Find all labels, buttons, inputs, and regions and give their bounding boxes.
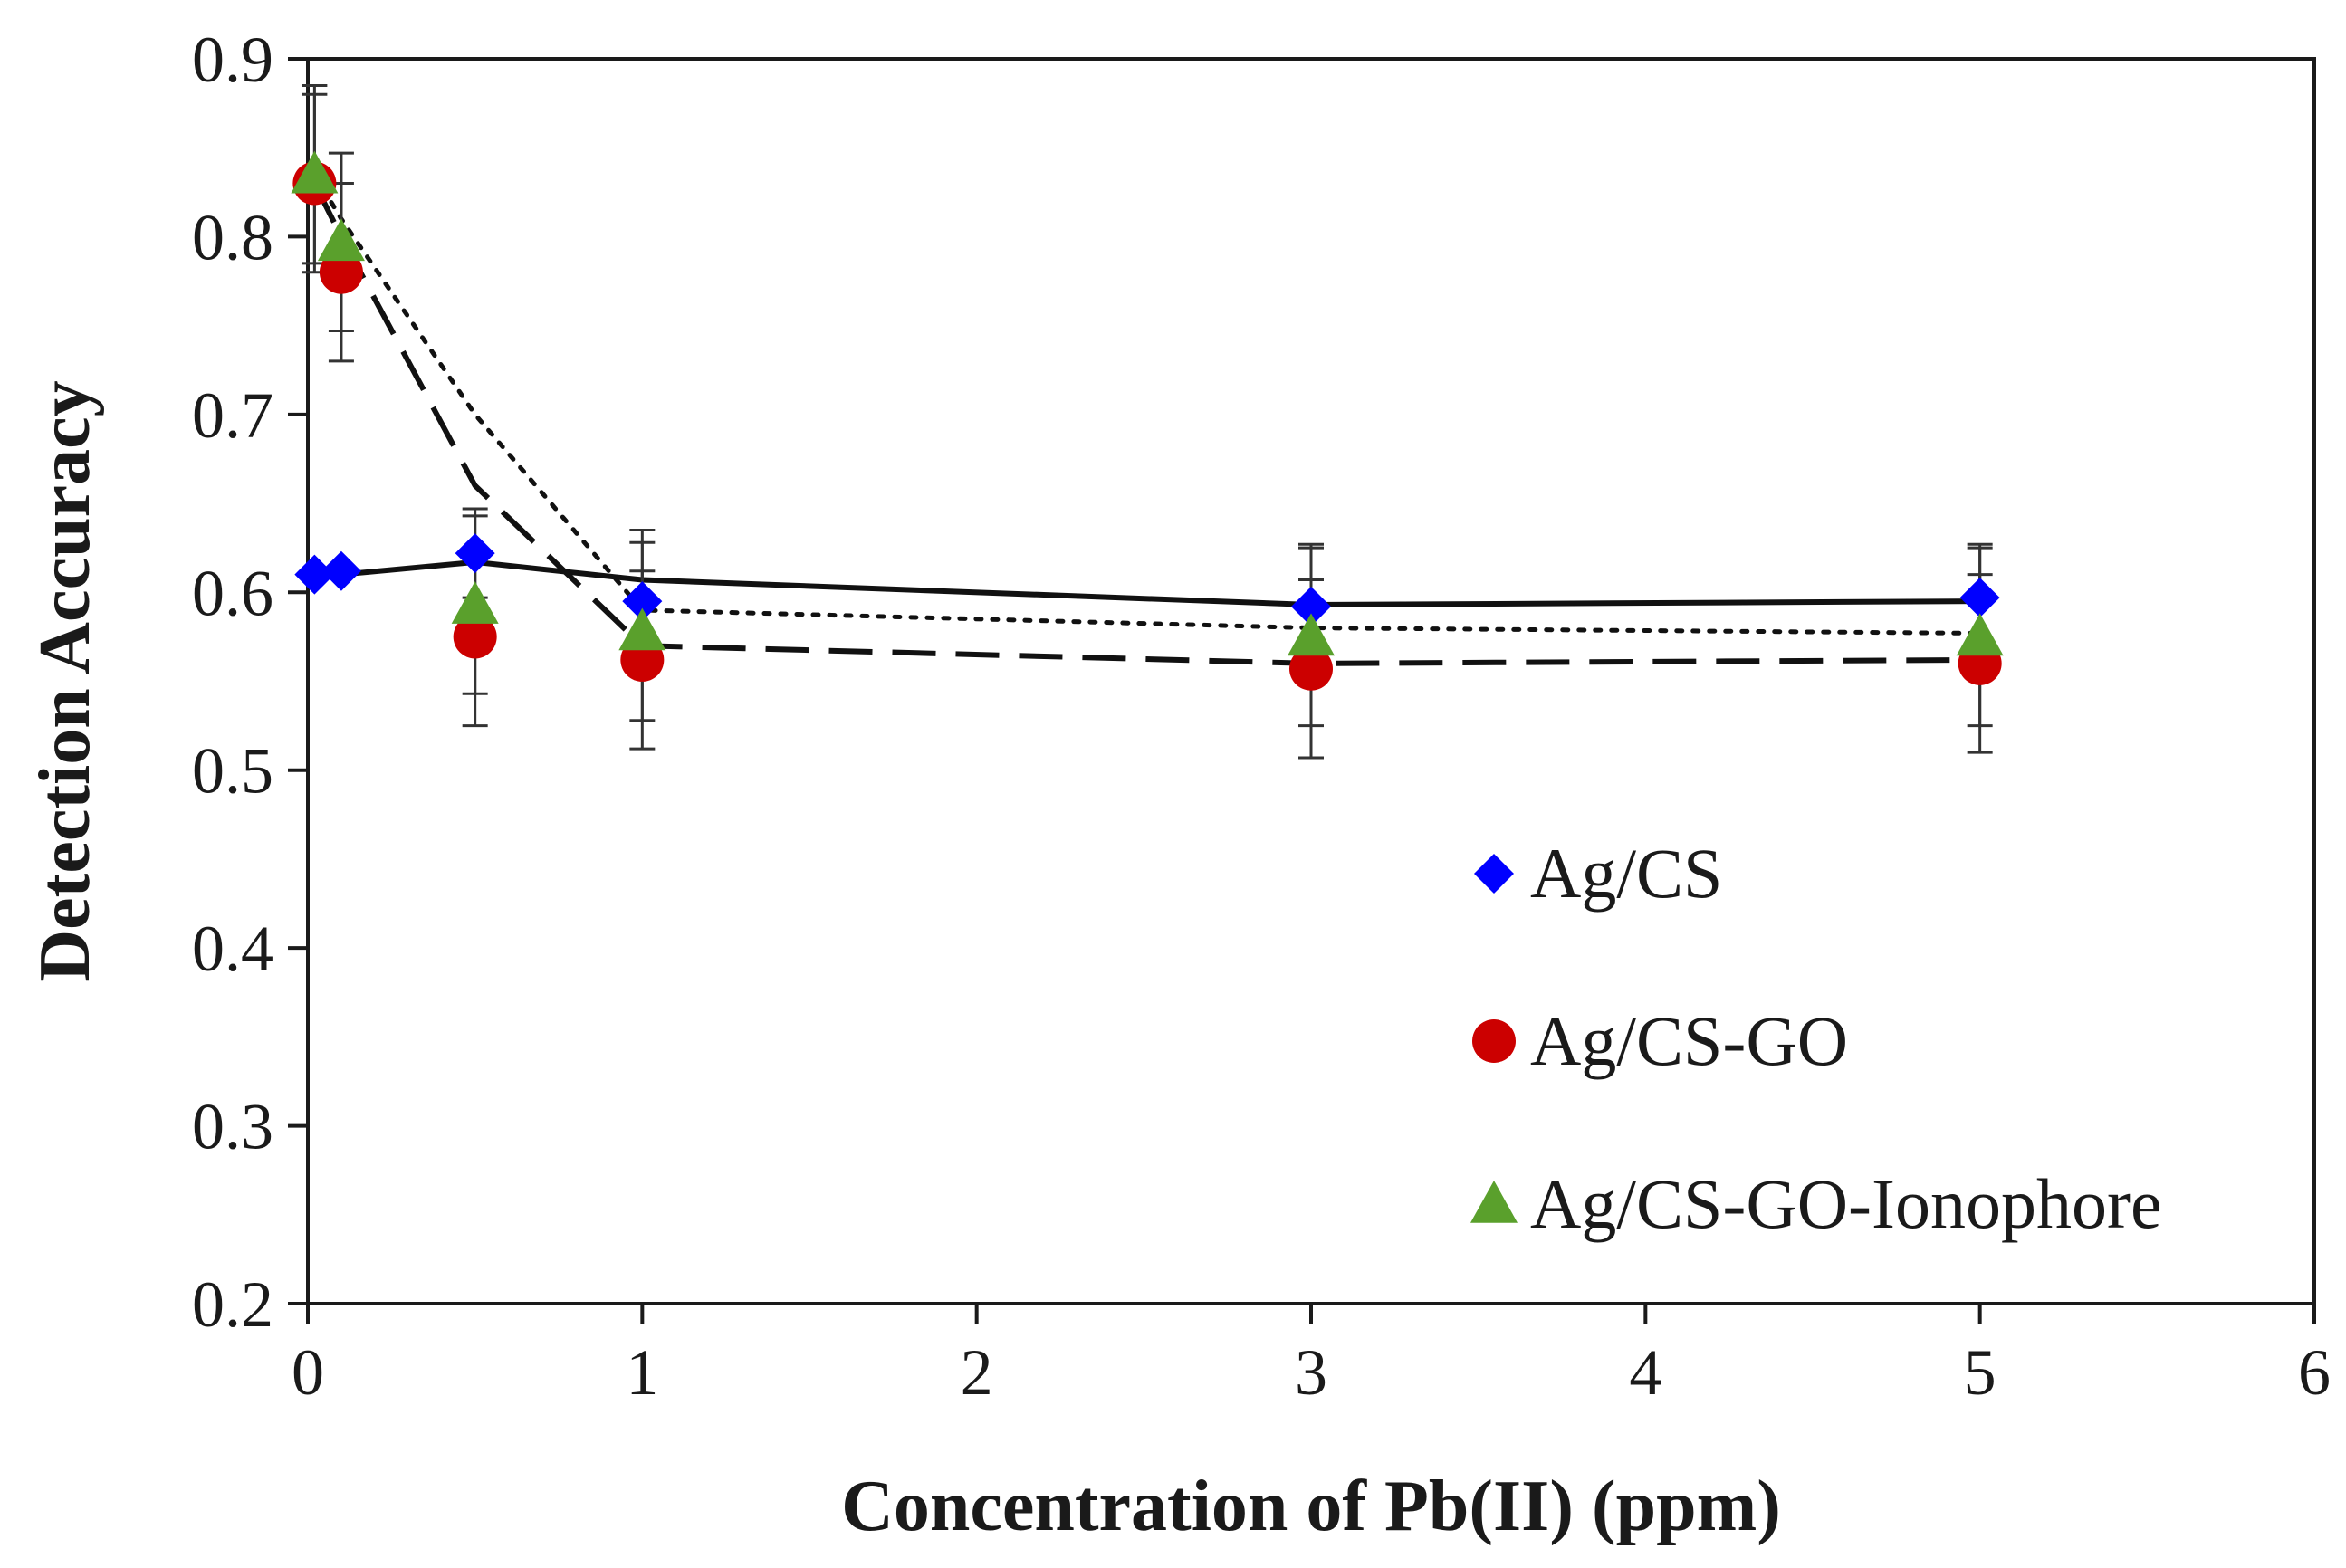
x-tick-label: 5	[1964, 1336, 1996, 1409]
data-point-diamond	[1291, 587, 1331, 626]
y-tick-label: 0.7	[192, 379, 273, 452]
y-tick-label: 0.9	[192, 24, 273, 96]
data-point-triangle	[317, 218, 365, 262]
x-tick-label: 2	[961, 1336, 993, 1409]
y-tick-label: 0.6	[192, 557, 273, 629]
data-point-circle	[319, 250, 363, 294]
data-point-triangle	[1956, 613, 2004, 656]
x-tick-label: 4	[1629, 1336, 1661, 1409]
x-axis-title: Concentration of Pb(II) (ppm)	[841, 1467, 1781, 1546]
y-tick-label: 0.3	[192, 1091, 273, 1163]
data-point-circle	[1289, 646, 1333, 691]
trendline-ag-cs-go-ionophore	[311, 172, 1983, 636]
x-axis-ticks: 0 1 2 3 4 5 6	[292, 1304, 2331, 1409]
legend-marker-diamond	[1474, 854, 1514, 894]
legend-label: Ag/CS-GO-Ionophore	[1530, 1164, 2162, 1243]
y-tick-label: 0.4	[192, 913, 273, 985]
x-tick-label: 6	[2298, 1336, 2331, 1409]
data-point-circle	[453, 615, 497, 659]
x-tick-label: 3	[1295, 1336, 1327, 1409]
data-point-diamond	[321, 550, 361, 591]
data-point-diamond	[455, 533, 495, 574]
legend-label: Ag/CS-GO	[1530, 1001, 1848, 1080]
data-point-triangle	[451, 581, 499, 624]
y-axis-ticks: 0.2 0.3 0.4 0.5 0.6 0.7 0.8 0.9	[192, 24, 308, 1341]
y-tick-label: 0.2	[192, 1268, 273, 1341]
y-tick-label: 0.8	[192, 201, 273, 273]
legend-marker-triangle	[1470, 1181, 1518, 1223]
y-tick-label: 0.5	[192, 735, 273, 808]
y-axis-title: Detection Accuracy	[25, 380, 105, 981]
data-point-triangle	[618, 607, 666, 651]
legend: Ag/CS Ag/CS-GO Ag/CS-GO-Ionophore	[1470, 834, 2162, 1243]
data-point-triangle	[291, 150, 339, 194]
legend-label: Ag/CS	[1530, 834, 1722, 913]
data-point-triangle	[1288, 613, 1335, 656]
trendline-ag-cs-go	[311, 182, 1980, 666]
data-point-diamond	[622, 581, 663, 622]
data-point-diamond	[294, 554, 335, 595]
x-tick-label: 0	[292, 1336, 324, 1409]
data-markers	[291, 150, 2004, 691]
x-tick-label: 1	[626, 1336, 658, 1409]
data-point-diamond	[1959, 578, 2000, 618]
legend-marker-circle	[1472, 1019, 1516, 1063]
